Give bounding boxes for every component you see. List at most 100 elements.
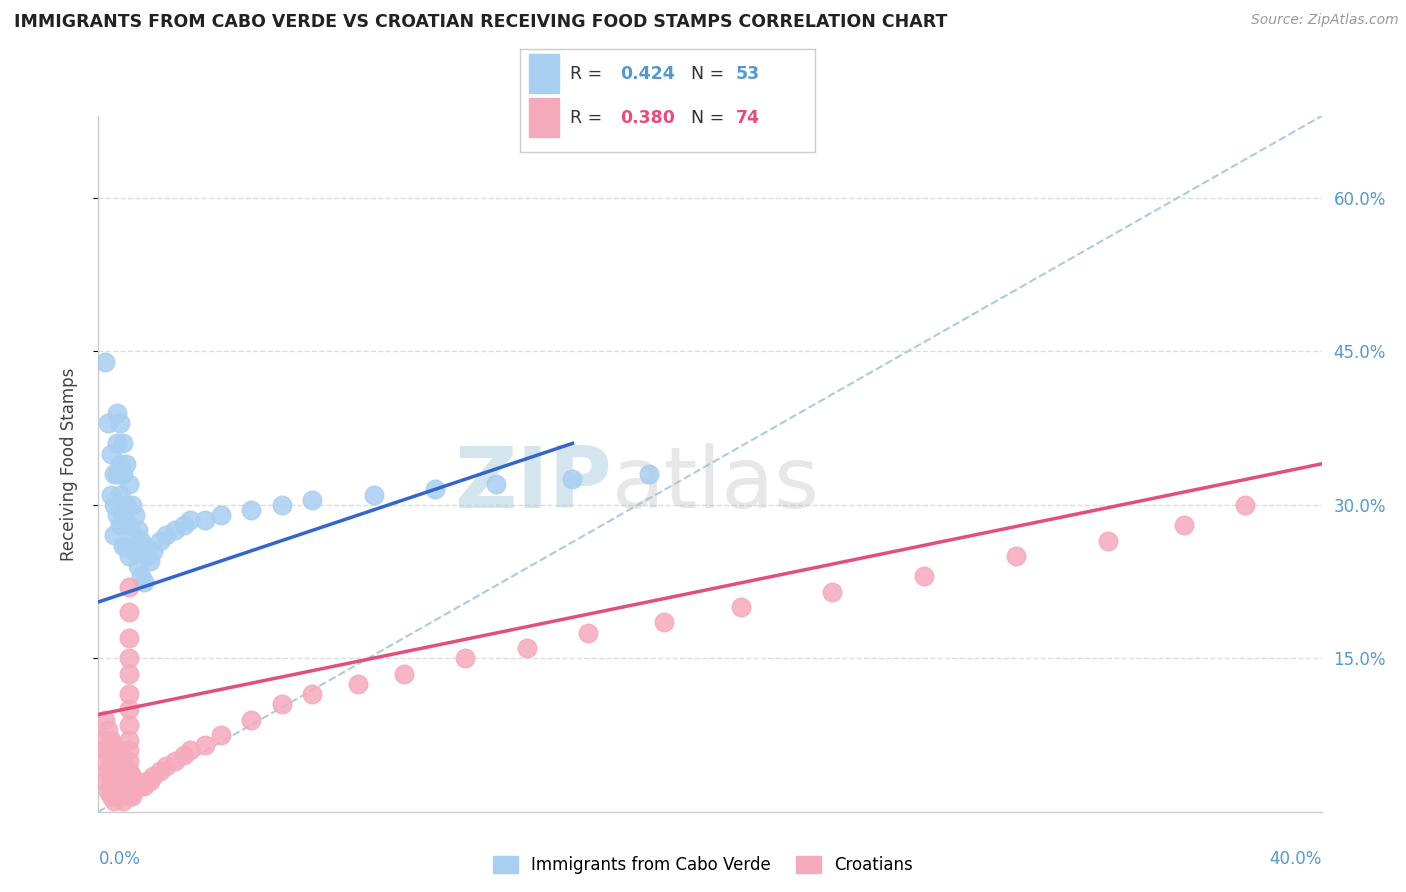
Point xyxy=(118,789,141,804)
Point xyxy=(142,769,165,783)
Point xyxy=(93,774,115,789)
Point xyxy=(105,764,128,778)
Point xyxy=(118,733,141,747)
Point xyxy=(97,764,120,778)
Point xyxy=(100,733,122,747)
Point xyxy=(149,764,172,778)
Point xyxy=(121,528,143,542)
Bar xyxy=(529,98,558,137)
Point xyxy=(108,769,131,783)
Point xyxy=(637,467,661,481)
Point xyxy=(134,779,156,793)
Point xyxy=(270,698,292,712)
Point xyxy=(97,723,120,737)
Point xyxy=(912,569,935,583)
Point xyxy=(118,477,141,491)
Text: Source: ZipAtlas.com: Source: ZipAtlas.com xyxy=(1251,13,1399,28)
Point xyxy=(301,687,323,701)
Point xyxy=(93,743,115,757)
Point xyxy=(118,651,141,665)
Point xyxy=(111,467,134,481)
Point xyxy=(155,758,177,772)
Point xyxy=(163,524,186,538)
Point xyxy=(127,524,149,538)
Point xyxy=(118,631,141,645)
Point xyxy=(100,447,122,461)
Point xyxy=(1004,549,1026,563)
Point xyxy=(209,508,232,522)
Y-axis label: Receiving Food Stamps: Receiving Food Stamps xyxy=(59,368,77,560)
Point xyxy=(730,600,752,615)
Point xyxy=(103,467,125,481)
Point xyxy=(100,754,122,768)
Point xyxy=(108,789,131,804)
Point xyxy=(129,533,152,548)
Point xyxy=(103,758,125,772)
Text: 74: 74 xyxy=(735,109,759,127)
Point xyxy=(103,738,125,752)
Point xyxy=(97,743,120,757)
Point xyxy=(124,774,146,789)
Point xyxy=(454,651,477,665)
Point xyxy=(127,559,149,574)
Point xyxy=(423,483,446,497)
Point xyxy=(108,518,131,533)
Point xyxy=(105,467,128,481)
Point xyxy=(652,615,675,630)
Point xyxy=(105,743,128,757)
Text: R =: R = xyxy=(571,65,609,83)
Point xyxy=(115,457,138,471)
Legend: Immigrants from Cabo Verde, Croatians: Immigrants from Cabo Verde, Croatians xyxy=(486,849,920,881)
Point xyxy=(105,406,128,420)
Point xyxy=(173,518,195,533)
Point xyxy=(118,605,141,619)
Point xyxy=(93,713,115,727)
Point xyxy=(108,487,131,501)
Point xyxy=(100,487,122,501)
Point xyxy=(121,769,143,783)
Point xyxy=(163,754,186,768)
Point xyxy=(194,738,217,752)
Point xyxy=(363,487,385,501)
Text: 53: 53 xyxy=(735,65,759,83)
Text: R =: R = xyxy=(571,109,609,127)
Point xyxy=(129,779,152,793)
Point xyxy=(209,728,232,742)
Point xyxy=(576,625,599,640)
Point xyxy=(134,574,156,589)
Point xyxy=(115,539,138,553)
Point xyxy=(392,666,416,681)
Point xyxy=(108,416,131,430)
Point xyxy=(561,472,583,486)
Point xyxy=(103,528,125,542)
Point xyxy=(90,733,112,747)
Point xyxy=(111,539,134,553)
Point xyxy=(127,779,149,793)
Point xyxy=(347,677,370,691)
Point xyxy=(108,457,131,471)
Point xyxy=(1173,518,1195,533)
Text: N =: N = xyxy=(692,109,730,127)
Point xyxy=(124,544,146,558)
Point xyxy=(240,503,263,517)
Point xyxy=(118,687,141,701)
Point xyxy=(136,549,159,563)
Text: IMMIGRANTS FROM CABO VERDE VS CROATIAN RECEIVING FOOD STAMPS CORRELATION CHART: IMMIGRANTS FROM CABO VERDE VS CROATIAN R… xyxy=(14,13,948,31)
Bar xyxy=(529,54,558,93)
Point xyxy=(105,508,128,522)
Point xyxy=(118,754,141,768)
Point xyxy=(103,795,125,809)
Point xyxy=(97,784,120,798)
Point xyxy=(142,544,165,558)
Point xyxy=(136,774,159,789)
Text: N =: N = xyxy=(692,65,730,83)
Point xyxy=(149,533,172,548)
Point xyxy=(93,354,115,368)
Point xyxy=(134,539,156,553)
Point xyxy=(111,754,134,768)
Point xyxy=(301,492,323,507)
Point xyxy=(111,774,134,789)
Point xyxy=(240,713,263,727)
Point xyxy=(108,748,131,763)
Point xyxy=(270,498,292,512)
